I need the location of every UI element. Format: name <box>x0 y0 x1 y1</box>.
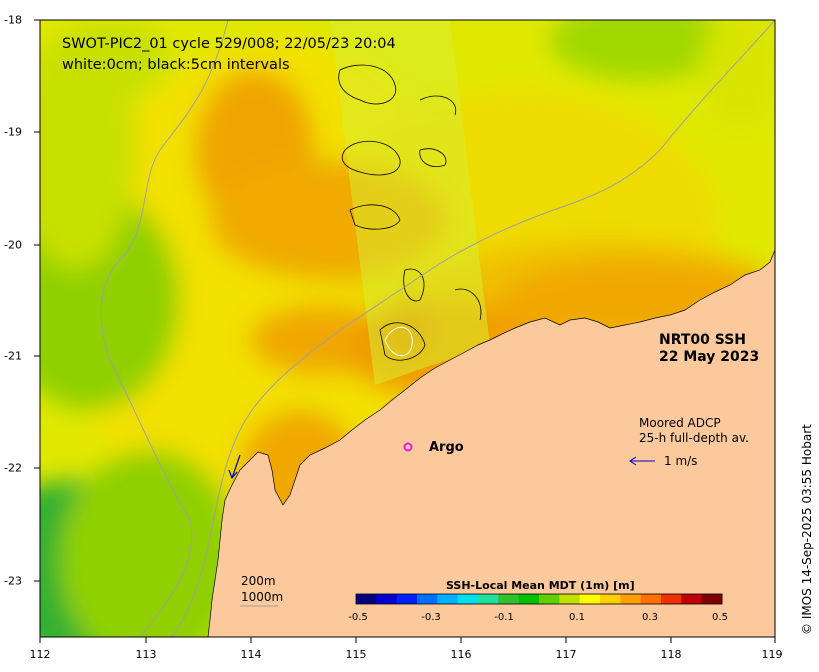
colorbar-segment <box>559 594 581 604</box>
map-subtitle: white:0cm; black:5cm intervals <box>62 57 290 73</box>
y-tick-label: -22 <box>4 461 22 475</box>
colorbar-segment <box>437 594 459 604</box>
colorbar-tick: 0.5 <box>712 612 728 623</box>
imos-credit: © IMOS 14-Sep-2025 03:55 Hobart <box>800 424 814 635</box>
colorbar-segment <box>478 594 499 604</box>
colorbar-segment <box>498 594 520 604</box>
y-tick-label: -20 <box>4 238 22 252</box>
argo-marker <box>403 442 413 452</box>
date-label: 22 May 2023 <box>659 349 760 365</box>
colorbar-segment <box>376 594 398 604</box>
colorbar <box>356 594 723 604</box>
isobath-label-200: 200m <box>241 574 276 588</box>
colorbar-segment <box>620 594 642 604</box>
adcp-arrow <box>228 454 241 480</box>
x-tick-label: 119 <box>761 648 783 661</box>
colorbar-segment <box>661 594 682 604</box>
land-mass <box>207 249 775 637</box>
colorbar-segment <box>417 594 438 604</box>
product-label: NRT00 SSH <box>659 332 747 348</box>
colorbar-segment <box>681 594 703 604</box>
y-tick-label: -21 <box>4 349 22 363</box>
isobath-label-1000: 1000m <box>241 590 284 604</box>
x-tick-label: 118 <box>660 648 682 661</box>
plot-frame <box>39 19 776 638</box>
colorbar-segment <box>396 594 418 604</box>
y-tick-label: -23 <box>4 574 22 588</box>
velocity-scale-label: 1 m/s <box>664 454 698 468</box>
colorbar-segment <box>518 594 540 604</box>
colorbar-segment <box>600 594 621 604</box>
x-tick-label: 113 <box>135 648 157 661</box>
colorbar-segment <box>640 594 662 604</box>
colorbar-tick: -0.3 <box>421 612 441 623</box>
colorbar-segment <box>356 594 377 604</box>
colorbar-segment <box>457 594 479 604</box>
adcp-title: Moored ADCP <box>639 416 721 430</box>
x-tick-label: 115 <box>345 648 367 661</box>
colorbar-segment <box>539 594 560 604</box>
colorbar-tick: -0.5 <box>348 612 368 623</box>
colorbar-title: SSH-Local Mean MDT (1m) [m] <box>446 579 635 592</box>
tick-marks <box>34 19 776 643</box>
colorbar-segment <box>701 594 723 604</box>
argo-label: Argo <box>429 440 464 455</box>
colorbar-segment <box>579 594 601 604</box>
x-tick-label: 112 <box>29 648 51 661</box>
colorbar-tick: -0.1 <box>494 612 514 623</box>
adcp-subtitle: 25-h full-depth av. <box>639 431 749 445</box>
y-tick-label: -19 <box>4 125 22 139</box>
colorbar-tick: 0.3 <box>642 612 658 623</box>
x-tick-label: 116 <box>450 648 472 661</box>
velocity-scale-arrow <box>629 456 655 466</box>
map-title: SWOT-PIC2_01 cycle 529/008; 22/05/23 20:… <box>62 36 396 52</box>
colorbar-tick: 0.1 <box>569 612 585 623</box>
x-tick-label: 117 <box>555 648 577 661</box>
x-tick-label: 114 <box>240 648 262 661</box>
y-tick-label: -18 <box>4 13 22 27</box>
